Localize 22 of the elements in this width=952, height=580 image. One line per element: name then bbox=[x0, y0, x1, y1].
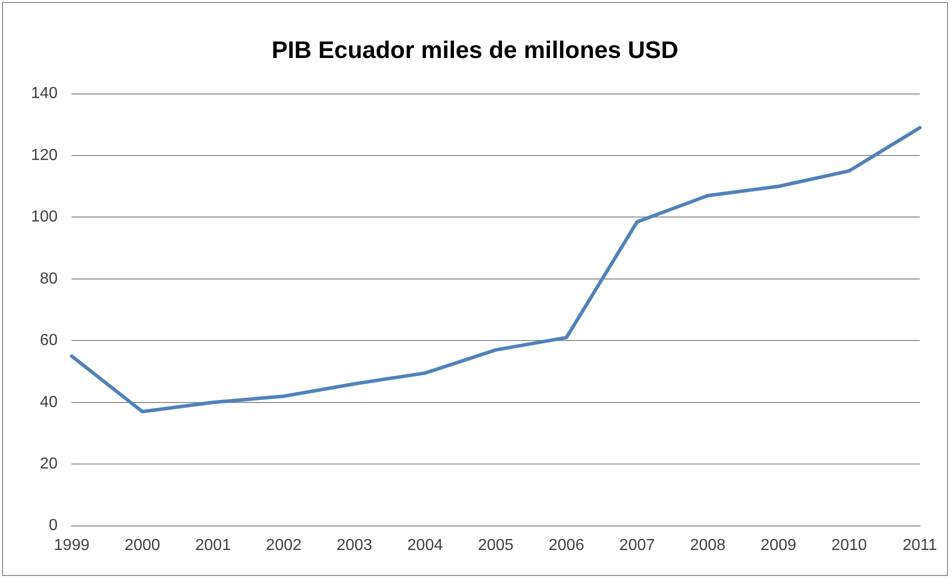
x-tick-label: 2001 bbox=[195, 536, 231, 554]
x-tick-label: 2009 bbox=[760, 536, 796, 554]
y-tick-label: 120 bbox=[30, 146, 58, 164]
x-tick-label: 2005 bbox=[478, 536, 514, 554]
y-tick-label: 80 bbox=[40, 270, 58, 288]
x-tick-label: 2007 bbox=[619, 536, 655, 554]
x-tick-label: 2003 bbox=[336, 536, 372, 554]
y-tick-label: 0 bbox=[48, 517, 58, 534]
x-tick-label: 1999 bbox=[54, 536, 90, 554]
y-tick-label: 100 bbox=[30, 208, 58, 226]
y-tick-label: 20 bbox=[40, 455, 58, 472]
x-tick-label: 2000 bbox=[124, 536, 160, 554]
y-tick-label: 40 bbox=[40, 394, 58, 411]
x-tick-label: 2010 bbox=[831, 536, 868, 554]
y-tick-label: 140 bbox=[30, 85, 58, 102]
x-tick-label: 2008 bbox=[690, 536, 726, 554]
y-tick-label: 60 bbox=[40, 332, 58, 350]
chart-title: PIB Ecuador miles de millones USD bbox=[272, 37, 678, 64]
x-tick-label: 2006 bbox=[548, 536, 584, 554]
x-tick-label: 2004 bbox=[407, 536, 443, 554]
x-tick-label: 2011 bbox=[902, 536, 938, 554]
x-tick-label: 2002 bbox=[266, 536, 302, 554]
